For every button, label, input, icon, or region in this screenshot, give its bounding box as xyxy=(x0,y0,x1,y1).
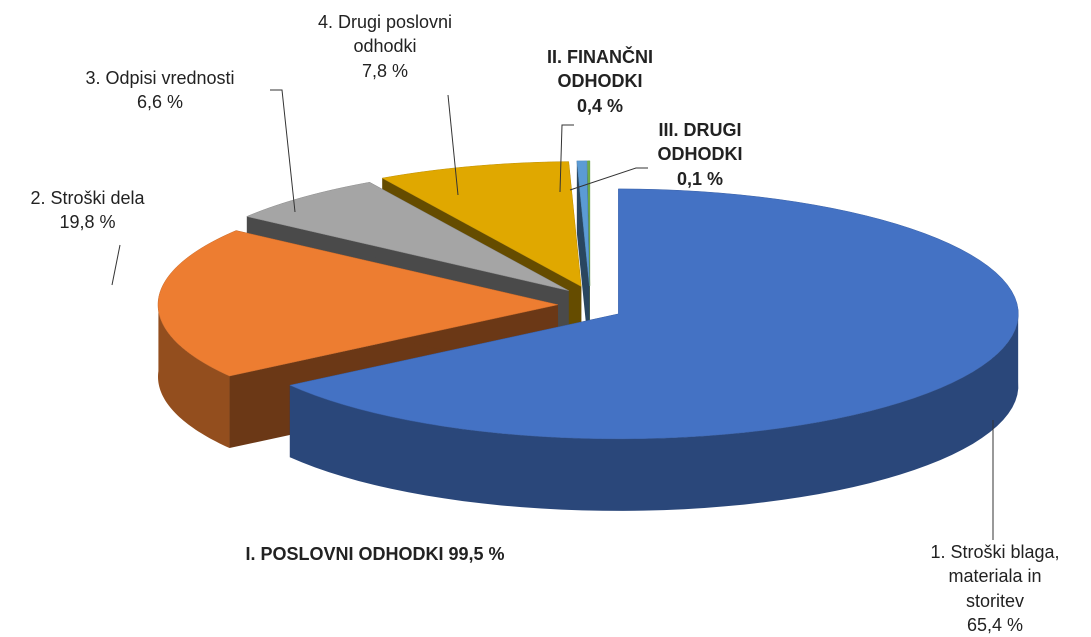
category-label: 3. Odpisi vrednosti xyxy=(85,68,235,88)
category-label: 4. Drugi poslovni odhodki xyxy=(317,12,453,57)
pie-slice xyxy=(245,181,569,291)
leader-line xyxy=(559,124,574,193)
data-label: 1. Stroški blaga, materiala in storitev 6… xyxy=(925,540,1065,637)
slices xyxy=(157,160,1019,511)
data-label: 3. Odpisi vrednosti 6,6 % xyxy=(40,66,280,115)
leader-line xyxy=(111,244,121,286)
value-label: 6,6 % xyxy=(136,92,184,113)
slice-side xyxy=(576,160,590,358)
data-label: III. DRUGI ODHODKI 0,1 % xyxy=(640,118,760,191)
category-label: 1. Stroški blaga, materiala in storitev xyxy=(930,542,1060,611)
pie-slice xyxy=(289,188,1019,440)
pie-slice xyxy=(576,160,590,286)
category-label: 2. Stroški dela xyxy=(30,188,145,208)
value-label: 0,4 % xyxy=(576,95,624,116)
value-label: 0,1 % xyxy=(676,168,724,189)
leader-line xyxy=(270,89,296,213)
category-label: III. DRUGI ODHODKI xyxy=(657,120,743,165)
pie-slice xyxy=(587,160,591,286)
slice-wall xyxy=(158,299,230,449)
pie-slice xyxy=(157,230,559,377)
annotation: I. POSLOVNI ODHODKI 99,5 % xyxy=(245,544,505,564)
leader-line xyxy=(447,94,459,196)
value-label: 19,8 % xyxy=(59,212,116,233)
value-label: 65,4 % xyxy=(966,614,1024,635)
leader-line xyxy=(569,167,648,191)
slice-wall xyxy=(289,309,1019,511)
category-label: II. FINANČNI ODHODKI xyxy=(547,47,653,92)
data-label: 2. Stroški dela 19,8 % xyxy=(0,186,175,235)
data-label: II. FINANČNI ODHODKI 0,4 % xyxy=(530,45,670,118)
value-label: 7,8 % xyxy=(361,60,409,81)
pie-slice xyxy=(381,161,582,287)
data-label: 4. Drugi poslovni odhodki 7,8 % xyxy=(300,10,470,83)
